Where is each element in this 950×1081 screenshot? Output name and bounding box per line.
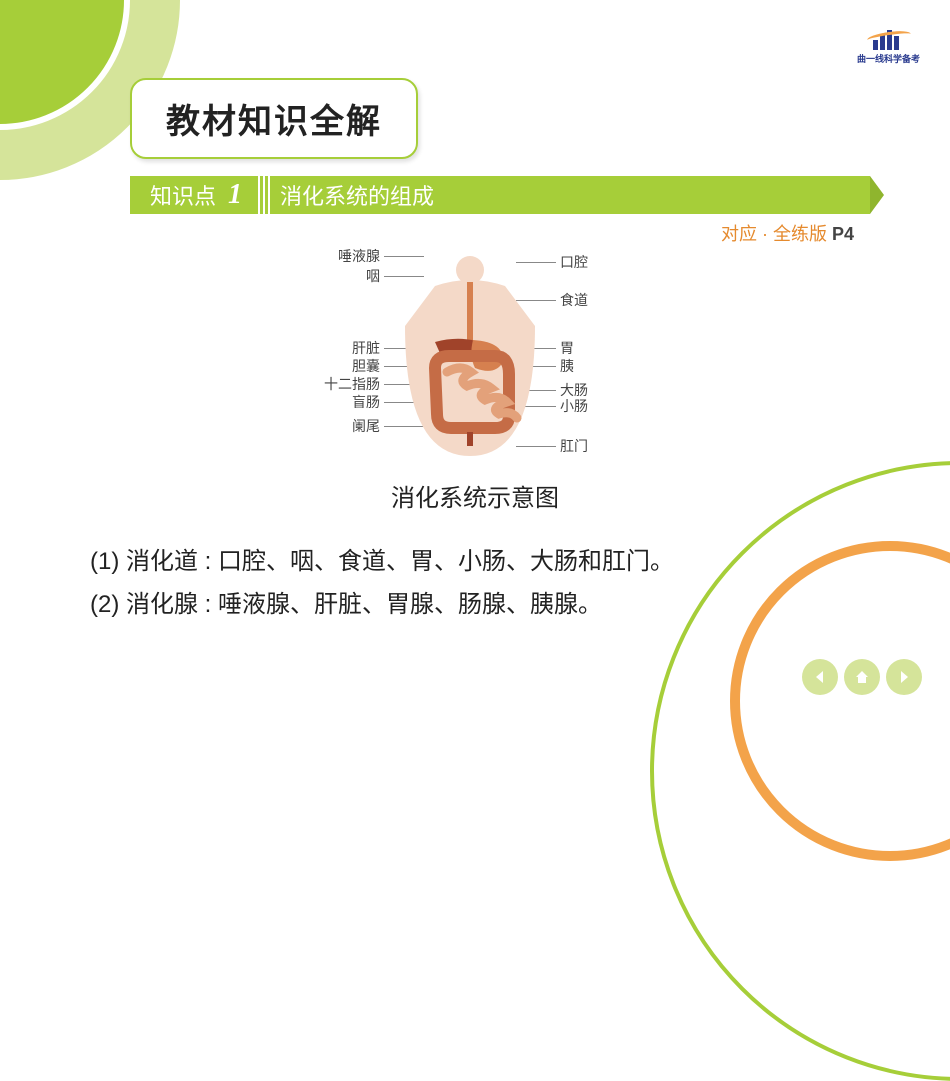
next-button[interactable] [886,659,922,695]
diagram-right-label: 胃 [560,338,574,358]
diagram-right-label: 小肠 [560,396,588,416]
reference-page-label: P [832,224,844,244]
diagram-left-label: 咽 [366,266,380,286]
prev-button[interactable] [802,659,838,695]
diagram-left-label: 唾液腺 [338,246,380,266]
reference-page-num: 4 [844,224,854,244]
diagram-left-label: 肝脏 [352,338,380,358]
section-title-box: 教材知识全解 [130,78,418,159]
slide-nav [802,659,922,695]
diagram-right-label: 肛门 [560,436,588,456]
diagram-left-label: 盲肠 [352,392,380,412]
banner-arrow-icon [870,176,884,214]
triangle-right-icon [896,669,912,685]
brand-logo-text: 曲一线科学备考 [857,52,920,65]
banner-kp-label: 知识点 [130,179,216,211]
diagram-right-label: 口腔 [560,252,588,272]
diagram-caption: 消化系统示意图 [0,478,950,513]
torso-illustration [385,256,555,456]
banner-number: 1 [220,179,250,211]
banner-divider [258,176,270,214]
diagram-right-label: 食道 [560,290,588,310]
digestive-system-diagram: 唾液腺咽肝脏胆囊十二指肠盲肠阑尾 口腔食道胃胰大肠小肠肛门 [260,238,680,468]
home-icon [854,669,870,685]
reference-prefix: 对应 · 全练版 [721,224,832,244]
diagram-left-label: 胆囊 [352,356,380,376]
brand-logo: 曲一线科学备考 [857,28,920,65]
section-title: 教材知识全解 [166,94,382,143]
brand-logo-mark [871,28,905,50]
content-body: (1) 消化道 : 口腔、咽、食道、胃、小肠、大肠和肛门。 (2) 消化腺 : … [90,540,860,626]
diagram-left-label: 十二指肠 [324,374,380,394]
diagram-right-label: 胰 [560,356,574,376]
content-line-2: (2) 消化腺 : 唾液腺、肝脏、胃腺、肠腺、胰腺。 [90,583,860,626]
diagram-left-label: 阑尾 [352,416,380,436]
knowledge-point-banner: 知识点 1 消化系统的组成 [130,176,870,214]
banner-topic: 消化系统的组成 [280,179,434,211]
content-line-1: (1) 消化道 : 口腔、咽、食道、胃、小肠、大肠和肛门。 [90,540,860,583]
home-button[interactable] [844,659,880,695]
triangle-left-icon [812,669,828,685]
page-reference: 对应 · 全练版 P4 [721,220,854,246]
